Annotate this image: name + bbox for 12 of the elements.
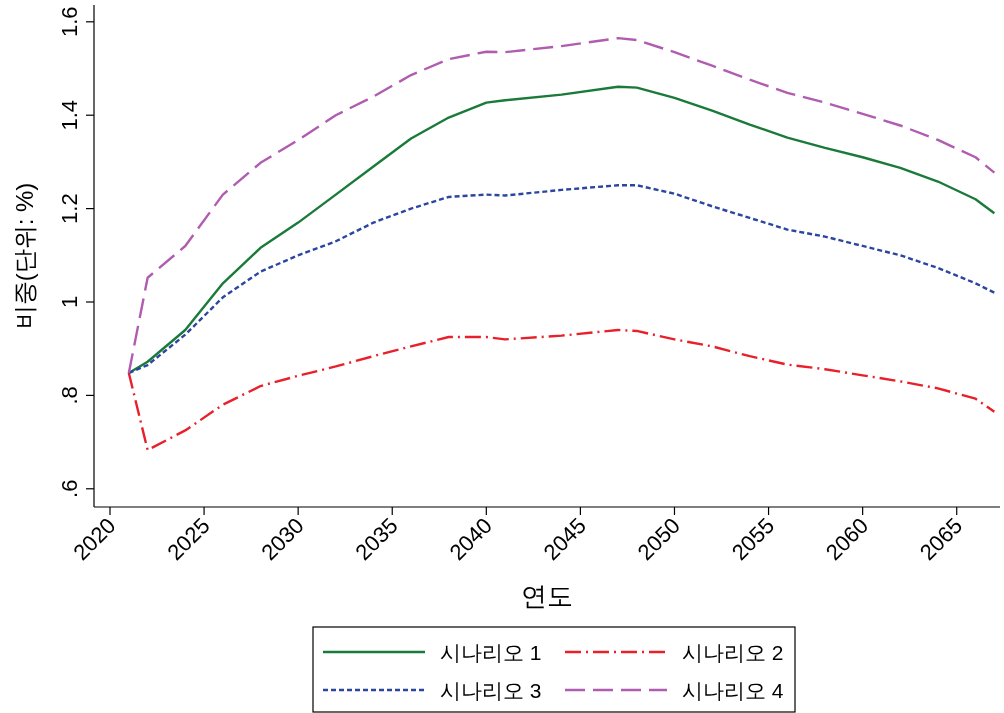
y-tick-label: 1	[57, 295, 82, 309]
y-tick-label: 1.2	[57, 193, 82, 224]
y-tick-label: 1.6	[57, 6, 82, 38]
legend-label: 시나리오 2	[682, 641, 784, 664]
legend-label: 시나리오 4	[682, 679, 784, 702]
y-axis-title: 비중(단위: %)	[11, 182, 38, 330]
y-tick-label: .8	[57, 386, 82, 405]
legend-label: 시나리오 1	[440, 641, 542, 664]
y-tick-label: 1.4	[57, 99, 82, 131]
y-tick-label: .6	[57, 479, 82, 498]
x-axis-title: 연도	[521, 581, 573, 611]
legend-label: 시나리오 3	[440, 679, 542, 702]
